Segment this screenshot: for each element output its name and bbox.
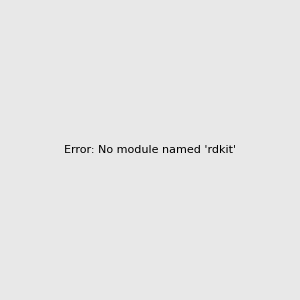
Text: Error: No module named 'rdkit': Error: No module named 'rdkit'	[64, 145, 236, 155]
